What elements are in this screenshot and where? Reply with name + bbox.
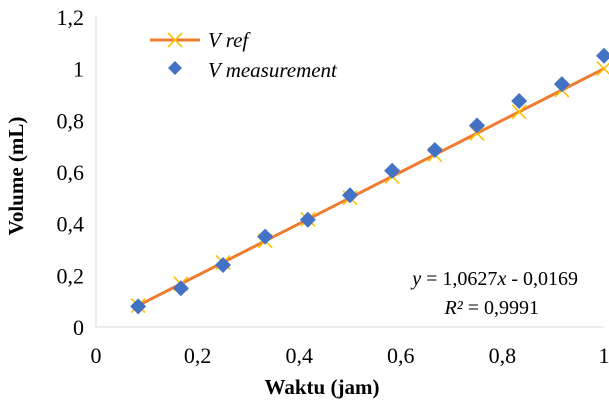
v-measurement-point [384,163,400,179]
y-tick-label: 1 [73,57,84,82]
x-tick-label: 0,4 [285,343,313,368]
legend-label-v-measurement: V measurement [208,58,338,82]
x-tick-label: 0 [91,343,102,368]
legend-v-ref-swatch [150,33,200,47]
x-axis-title: Waktu (jam) [265,375,380,399]
v-ref-point [597,62,609,76]
legend-v-measurement-swatch [168,61,182,75]
r-squared-label: R² = 0,9991 [444,297,540,319]
y-tick-label: 0,4 [57,212,85,237]
y-tick-label: 0 [73,315,84,340]
legend-label-v-ref: V ref [208,28,251,52]
x-tick-label: 0,8 [489,343,517,368]
x-tick-label: 1 [599,343,609,368]
trendline-equation: y = 1,0627x - 0,0169 [410,268,578,290]
y-tick-label: 0,8 [57,108,85,133]
x-tick-label: 0,2 [184,343,212,368]
y-tick-label: 1,2 [57,5,85,30]
v-measurement-point [427,142,443,158]
legend: V ref V measurement [150,28,338,82]
y-tick-label: 0,2 [57,263,85,288]
v-measurement-point [554,76,570,92]
y-tick-label: 0,6 [57,160,85,185]
v-measurement-point [596,48,609,64]
y-axis-title: Volume (mL) [4,117,28,236]
x-tick-label: 0,6 [387,343,415,368]
